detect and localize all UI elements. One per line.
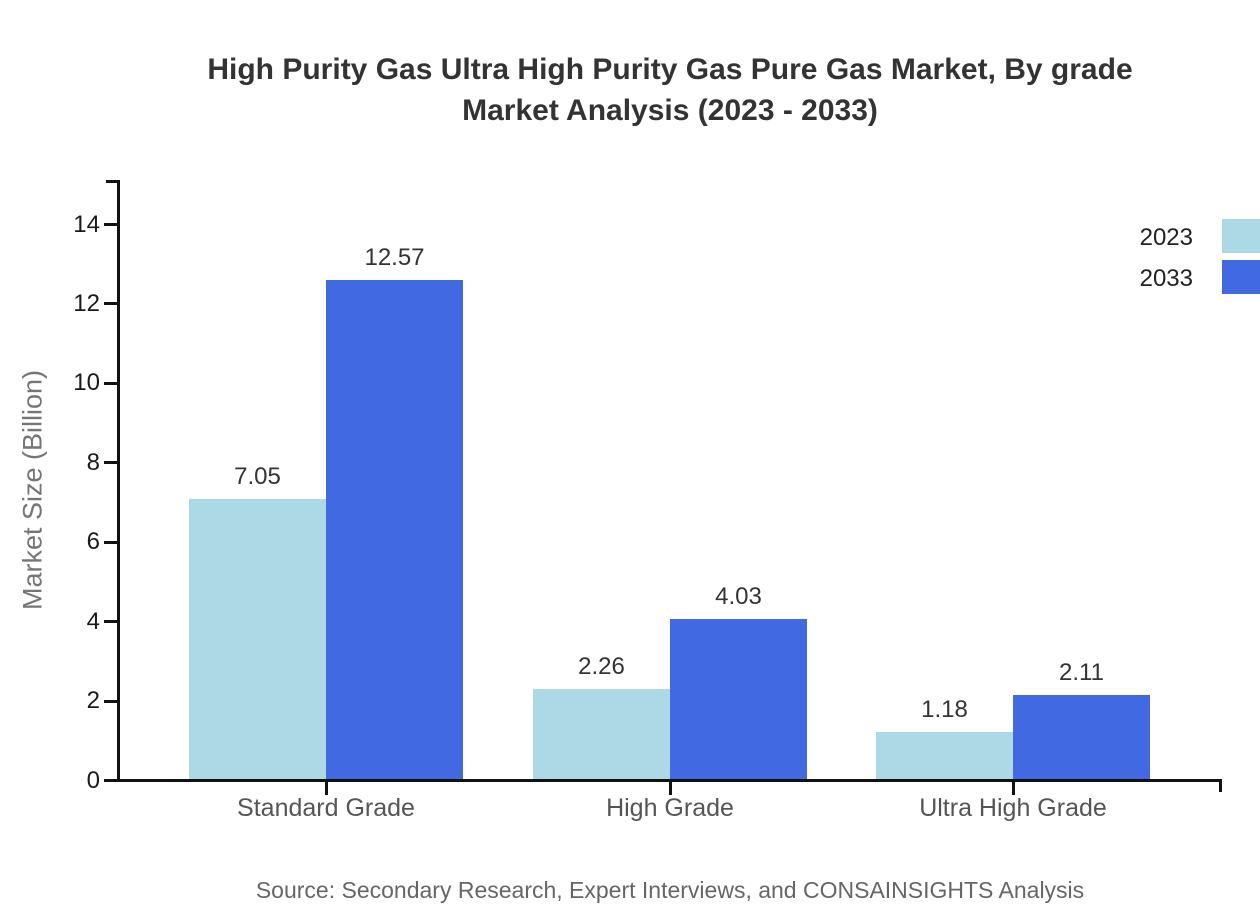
chart-title-line-1: High Purity Gas Ultra High Purity Gas Pu… <box>207 53 1133 86</box>
bar-2033-standard-grade <box>326 279 463 779</box>
legend-swatch-2033 <box>1222 260 1260 294</box>
x-tick-mark-ultra-high-grade <box>1011 782 1015 795</box>
x-axis-end-cap <box>1219 779 1222 792</box>
y-tick-label-14: 14 <box>73 210 100 238</box>
y-tick-label-10: 10 <box>73 369 100 397</box>
bar-2023-standard-grade <box>189 499 326 779</box>
bar-value-label-2033-high-grade: 4.03 <box>715 582 762 610</box>
bar-2023-high-grade <box>533 689 670 779</box>
bar-value-label-2033-ultra-high-grade: 2.11 <box>1059 659 1104 687</box>
legend-label-2023: 2023 <box>1139 224 1193 251</box>
x-category-label-ultra-high-grade: Ultra High Grade <box>919 794 1107 822</box>
bar-2033-high-grade <box>670 618 807 779</box>
x-category-label-standard-grade: Standard Grade <box>237 794 415 822</box>
y-tick-label-6: 6 <box>86 528 100 556</box>
y-tick-mark-8 <box>104 461 118 465</box>
y-tick-mark-12 <box>104 302 118 306</box>
y-tick-label-12: 12 <box>73 289 100 317</box>
y-axis-end-cap <box>106 180 120 183</box>
bar-value-label-2023-standard-grade: 7.05 <box>234 463 281 490</box>
bar-2023-ultra-high-grade <box>876 732 1013 779</box>
x-tick-mark-high-grade <box>668 782 672 795</box>
y-tick-label-4: 4 <box>86 607 100 635</box>
y-tick-mark-4 <box>104 620 118 624</box>
x-category-label-high-grade: High Grade <box>606 794 734 822</box>
y-tick-mark-14 <box>104 223 118 226</box>
y-tick-label-0: 0 <box>86 766 100 794</box>
legend-swatch-2023 <box>1222 219 1260 253</box>
y-axis-line <box>117 180 120 782</box>
y-tick-label-2: 2 <box>86 687 100 715</box>
chart-title-line-2: Market Analysis (2023 - 2033) <box>462 94 878 127</box>
chart-title: High Purity Gas Ultra High Purity Gas Pu… <box>80 49 1260 131</box>
bar-2033-ultra-high-grade <box>1013 695 1150 779</box>
y-tick-mark-2 <box>104 699 118 703</box>
bar-value-label-2023-ultra-high-grade: 1.18 <box>921 696 968 724</box>
legend-label-2033: 2033 <box>1139 265 1193 292</box>
y-tick-mark-6 <box>104 540 118 544</box>
x-axis-line <box>104 779 1222 782</box>
bar-value-label-2023-high-grade: 2.26 <box>578 653 625 681</box>
source-note: Source: Secondary Research, Expert Inter… <box>255 877 1085 903</box>
x-tick-mark-standard-grade <box>324 782 328 795</box>
y-tick-mark-10 <box>104 381 118 385</box>
bar-value-label-2033-standard-grade: 12.57 <box>364 243 425 271</box>
y-tick-label-8: 8 <box>86 448 100 476</box>
